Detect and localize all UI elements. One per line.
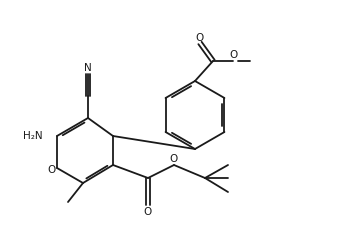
Text: O: O [230,50,238,60]
Text: O: O [170,154,178,164]
Text: H₂N: H₂N [23,131,43,141]
Text: O: O [195,33,203,43]
Text: O: O [48,165,56,175]
Text: N: N [84,63,92,73]
Text: O: O [144,207,152,217]
